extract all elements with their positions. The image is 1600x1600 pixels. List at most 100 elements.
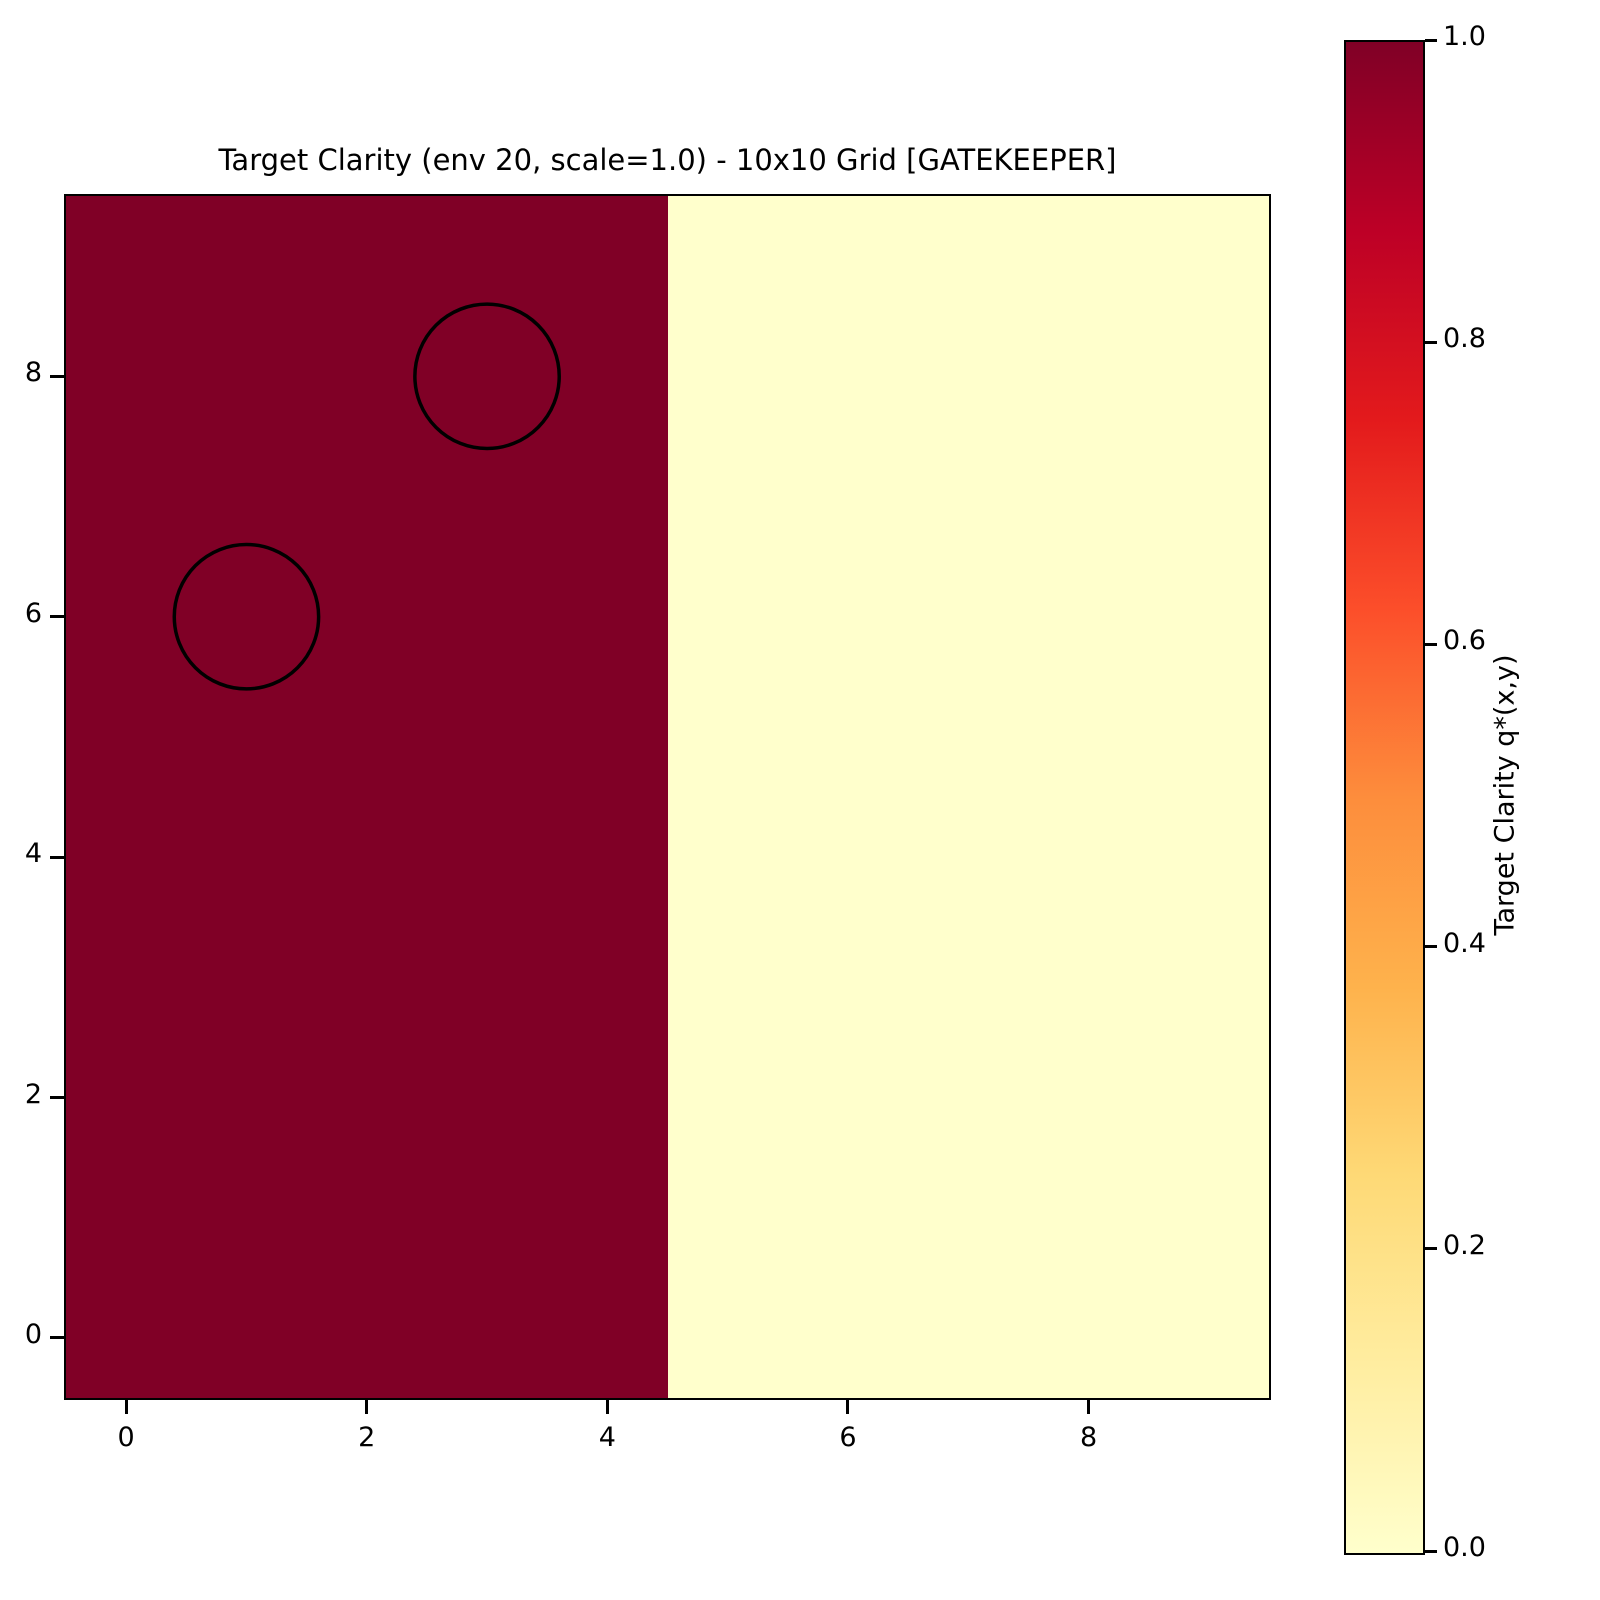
heatmap-cell-x2-y1 <box>306 1157 427 1278</box>
heatmap-cell-x3-y5 <box>426 676 548 797</box>
y-tick-label-8: 8 <box>24 357 42 389</box>
heatmap-cell-x6-y6 <box>787 556 909 677</box>
heatmap-cell-x5-y3 <box>667 917 788 1038</box>
colorbar-label: Target Clarity q*(x,y) <box>1489 654 1521 936</box>
heatmap-cell-x7-y2 <box>908 1037 1029 1158</box>
heatmap-cell-x8-y3 <box>1028 917 1149 1038</box>
heatmap-cell-x9-y2 <box>1148 1037 1269 1158</box>
heatmap-cell-x1-y3 <box>186 917 307 1038</box>
y-tick-mark-6 <box>50 615 64 619</box>
heatmap-cell-x3-y7 <box>426 436 548 557</box>
heatmap-cell-x5-y9 <box>667 196 788 317</box>
colorbar-tick-label-0.0: 0.0 <box>1443 1532 1486 1563</box>
heatmap-cell-x9-y1 <box>1148 1157 1269 1278</box>
heatmap-cell-x2-y5 <box>306 676 427 797</box>
heatmap-cell-x9-y5 <box>1148 676 1269 797</box>
heatmap-cell-x6-y2 <box>787 1037 909 1158</box>
x-tick-label-8: 8 <box>1079 1422 1098 1453</box>
heatmap-cell-x1-y7 <box>186 436 307 557</box>
heatmap-cell-x8-y2 <box>1028 1037 1149 1158</box>
heatmap-cell-x7-y8 <box>908 316 1029 437</box>
heatmap-cell-x6-y3 <box>787 917 909 1038</box>
colorbar-tick-label-0.6: 0.6 <box>1443 625 1486 657</box>
heatmap-cell-x7-y7 <box>908 436 1029 557</box>
heatmap-cell-x6-y1 <box>787 1157 909 1278</box>
heatmap-cell-x7-y5 <box>908 676 1029 797</box>
y-tick-label-0: 0 <box>24 1318 42 1350</box>
heatmap-cell-x4-y0 <box>547 1277 668 1398</box>
colorbar-tick-mark-0.2 <box>1425 1247 1437 1251</box>
heatmap-cell-x1-y0 <box>186 1277 307 1398</box>
heatmap-cell-x3-y6 <box>426 556 548 677</box>
heatmap-cell-x0-y2 <box>66 1037 187 1158</box>
heatmap-cell-x8-y0 <box>1028 1277 1149 1398</box>
y-tick-label-4: 4 <box>24 838 42 870</box>
heatmap-cell-x8-y6 <box>1028 556 1149 677</box>
heatmap-cell-x1-y6 <box>186 556 307 677</box>
y-tick-mark-8 <box>50 374 64 378</box>
heatmap-cell-x1-y1 <box>186 1157 307 1278</box>
heatmap-cell-x4-y9 <box>547 196 668 317</box>
heatmap-cell-x3-y3 <box>426 917 548 1038</box>
heatmap-cell-x8-y8 <box>1028 316 1149 437</box>
heatmap-cell-x4-y6 <box>547 556 668 677</box>
heatmap-cell-x7-y4 <box>908 796 1029 918</box>
heatmap-cell-x7-y3 <box>908 917 1029 1038</box>
x-tick-label-6: 6 <box>839 1422 857 1453</box>
colorbar-tick-mark-0.4 <box>1425 945 1437 949</box>
heatmap-cell-x0-y7 <box>66 436 187 557</box>
target-circles-overlay <box>172 302 561 691</box>
heatmap-cell-x2-y3 <box>306 917 427 1038</box>
heatmap-cell-x3-y4 <box>426 796 548 918</box>
heatmap-cell-x4-y5 <box>547 676 668 797</box>
heatmap-cell-x6-y5 <box>787 676 909 797</box>
heatmap-cell-x7-y9 <box>908 196 1029 317</box>
y-tick-mark-4 <box>50 855 64 859</box>
heatmap-cell-x6-y7 <box>787 436 909 557</box>
y-tick-label-6: 6 <box>24 597 42 629</box>
heatmap-cell-x2-y9 <box>306 196 427 317</box>
heatmap-cell-x2-y6 <box>306 556 427 677</box>
heatmap-cell-x2-y0 <box>306 1277 427 1398</box>
y-tick-mark-0 <box>50 1336 64 1340</box>
heatmap-cell-x5-y4 <box>667 796 788 918</box>
heatmap-cell-x2-y2 <box>306 1037 427 1158</box>
heatmap-cell-x7-y6 <box>908 556 1029 677</box>
heatmap-cell-x0-y9 <box>66 196 187 317</box>
heatmap-cell-x5-y7 <box>667 436 788 557</box>
heatmap-cell-x9-y9 <box>1148 196 1269 317</box>
heatmap-cell-x4-y1 <box>547 1157 668 1278</box>
heatmap-cell-x1-y4 <box>186 796 307 918</box>
heatmap-cell-x0-y1 <box>66 1157 187 1278</box>
heatmap-cell-x5-y5 <box>667 676 788 797</box>
heatmap-cell-x5-y1 <box>667 1157 788 1278</box>
heatmap-cell-x2-y4 <box>306 796 427 918</box>
heatmap-cell-x8-y9 <box>1028 196 1149 317</box>
heatmap-cell-x0-y0 <box>66 1277 187 1398</box>
target-circle-1-6 <box>172 542 321 691</box>
colorbar-tick-label-0.4: 0.4 <box>1443 927 1486 959</box>
heatmap-cell-x9-y7 <box>1148 436 1269 557</box>
heatmap-cell-x1-y8 <box>186 316 307 437</box>
heatmap-cell-x9-y4 <box>1148 796 1269 918</box>
heatmap-cell-x3-y8 <box>426 316 548 437</box>
colorbar-tick-label-1.0: 1.0 <box>1443 21 1486 52</box>
heatmap-cell-x8-y4 <box>1028 796 1149 918</box>
heatmap-cell-x9-y3 <box>1148 917 1269 1038</box>
heatmap-cell-x6-y9 <box>787 196 909 317</box>
colorbar-tick-label-0.2: 0.2 <box>1443 1229 1486 1261</box>
heatmap-cell-x3-y1 <box>426 1157 548 1278</box>
heatmap-cell-x8-y1 <box>1028 1157 1149 1278</box>
x-tick-label-0: 0 <box>117 1422 135 1453</box>
heatmap-plot-area <box>64 194 1271 1400</box>
heatmap-cell-x1-y9 <box>186 196 307 317</box>
colorbar-tick-mark-1.0 <box>1425 38 1437 42</box>
chart-title: Target Clarity (env 20, scale=1.0) - 10x… <box>218 143 1117 177</box>
x-tick-mark-6 <box>846 1400 850 1414</box>
x-tick-mark-2 <box>365 1400 369 1414</box>
heatmap-cell-x0-y6 <box>66 556 187 677</box>
heatmap-cell-x1-y5 <box>186 676 307 797</box>
heatmap-cell-x3-y9 <box>426 196 548 317</box>
heatmap-cell-x0-y4 <box>66 796 187 918</box>
